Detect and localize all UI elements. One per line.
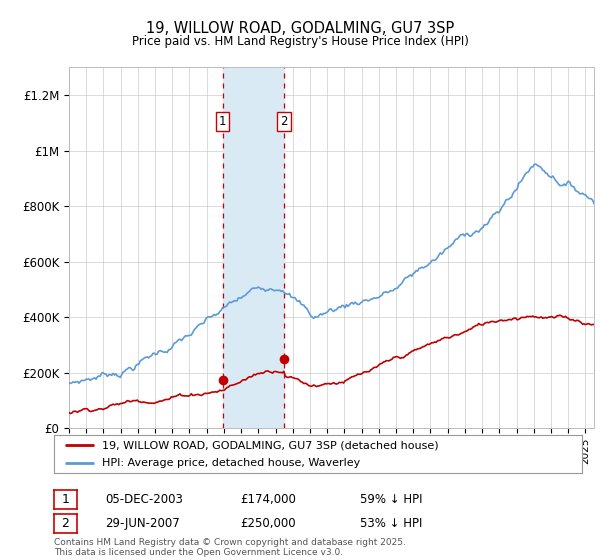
Text: 53% ↓ HPI: 53% ↓ HPI xyxy=(360,517,422,530)
Text: 2: 2 xyxy=(61,517,70,530)
Text: 1: 1 xyxy=(219,115,226,128)
Text: £174,000: £174,000 xyxy=(240,493,296,506)
Text: 59% ↓ HPI: 59% ↓ HPI xyxy=(360,493,422,506)
Text: 19, WILLOW ROAD, GODALMING, GU7 3SP: 19, WILLOW ROAD, GODALMING, GU7 3SP xyxy=(146,21,454,36)
Text: £250,000: £250,000 xyxy=(240,517,296,530)
Text: 19, WILLOW ROAD, GODALMING, GU7 3SP (detached house): 19, WILLOW ROAD, GODALMING, GU7 3SP (det… xyxy=(101,440,438,450)
Text: Price paid vs. HM Land Registry's House Price Index (HPI): Price paid vs. HM Land Registry's House … xyxy=(131,35,469,48)
Text: 2: 2 xyxy=(280,115,288,128)
Text: Contains HM Land Registry data © Crown copyright and database right 2025.
This d: Contains HM Land Registry data © Crown c… xyxy=(54,538,406,557)
Text: 05-DEC-2003: 05-DEC-2003 xyxy=(105,493,183,506)
Bar xyxy=(223,67,284,428)
Text: 29-JUN-2007: 29-JUN-2007 xyxy=(105,517,180,530)
Text: 1: 1 xyxy=(61,493,70,506)
Text: HPI: Average price, detached house, Waverley: HPI: Average price, detached house, Wave… xyxy=(101,458,360,468)
